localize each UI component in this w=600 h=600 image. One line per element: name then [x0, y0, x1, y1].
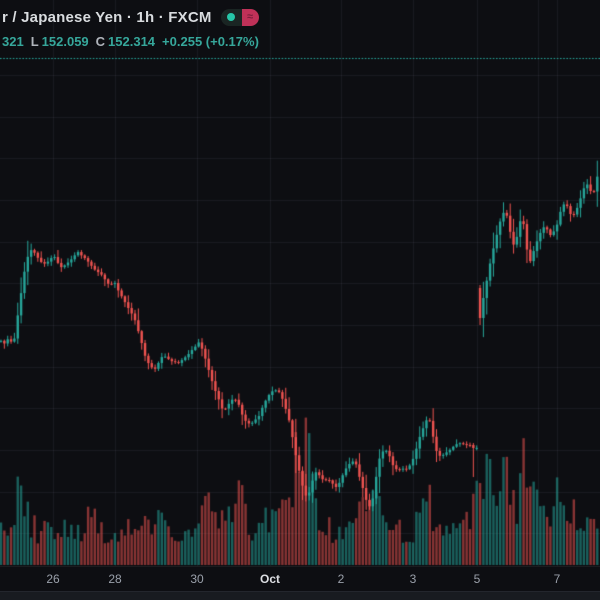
low-value: 152.059 — [41, 34, 89, 49]
time-axis-label: 3 — [409, 572, 417, 586]
symbol-row: r / Japanese Yen · 1h · FXCM ≈ — [2, 6, 259, 28]
symbol-legend: r / Japanese Yen · 1h · FXCM ≈ 321 L 152… — [2, 6, 259, 49]
change-value: +0.255 (+0.17%) — [162, 34, 259, 49]
time-axis-label: 7 — [553, 572, 561, 586]
time-axis-label: 28 — [108, 572, 122, 586]
high-value-tail: 321 — [2, 34, 24, 49]
close-value: 152.314 — [108, 34, 156, 49]
market-status-pill[interactable]: ≈ — [220, 8, 259, 26]
delayed-data-icon: ≈ — [241, 8, 259, 26]
time-axis-label: 26 — [46, 572, 60, 586]
close-label: C — [95, 34, 106, 49]
market-open-dot-icon — [220, 8, 242, 26]
time-axis-label: 5 — [473, 572, 481, 586]
time-axis[interactable]: 26 28 30 Oct 2 3 5 7 — [0, 566, 600, 592]
symbol-title[interactable]: r / Japanese Yen · 1h · FXCM — [2, 8, 212, 26]
time-axis-label: 2 — [337, 572, 345, 586]
time-axis-label: Oct — [259, 572, 281, 586]
low-label: L — [30, 34, 39, 49]
time-axis-label: 30 — [190, 572, 204, 586]
ohlc-readout: 321 L 152.059 C 152.314 +0.255 (+0.17%) — [2, 34, 259, 49]
bottom-scrollbar[interactable] — [0, 591, 600, 600]
